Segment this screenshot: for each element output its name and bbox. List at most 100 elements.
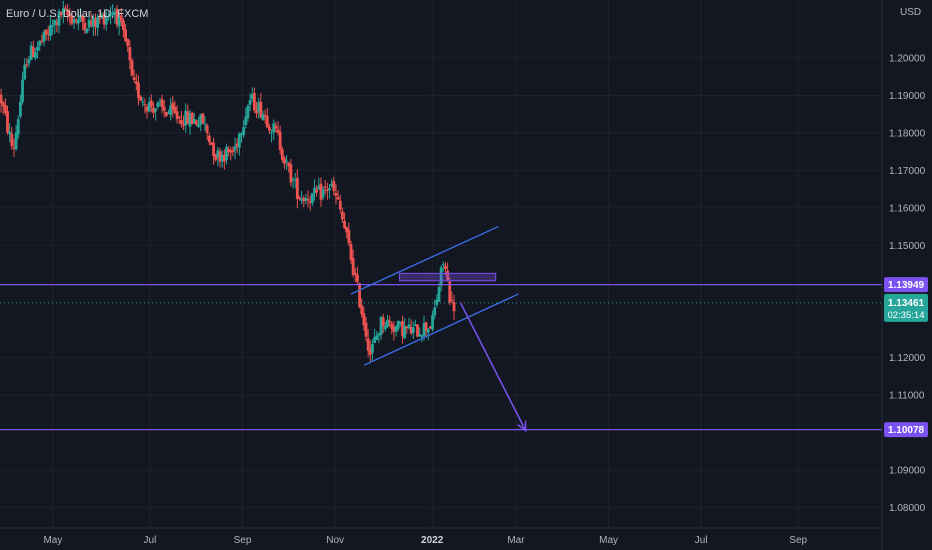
- y-tick-label: 1.12000: [889, 353, 926, 364]
- candle-body: [117, 16, 121, 27]
- y-tick-label: 1.17000: [889, 166, 926, 177]
- candle-body: [61, 8, 65, 14]
- candle-body: [139, 96, 143, 101]
- currency-label[interactable]: USD: [900, 7, 921, 18]
- candle-body: [192, 119, 196, 124]
- candle-body: [36, 46, 39, 51]
- candle-layer: [0, 0, 456, 363]
- candle-body: [368, 348, 372, 355]
- candle-body: [250, 94, 254, 99]
- candle-body: [358, 283, 361, 308]
- candle-body: [70, 15, 74, 24]
- candle-body: [158, 101, 162, 103]
- candle-body: [259, 101, 263, 118]
- candle-body: [379, 316, 383, 335]
- candle-body: [422, 323, 426, 337]
- candle-body: [205, 125, 209, 133]
- candle-body: [386, 319, 389, 327]
- candle-body: [375, 335, 379, 341]
- drawing-layer[interactable]: [0, 225, 882, 433]
- candle-body: [8, 131, 12, 135]
- candle-body: [197, 124, 200, 127]
- candle-body: [44, 29, 48, 35]
- candle-body: [418, 334, 422, 337]
- candle-body: [143, 104, 147, 106]
- candle-body: [252, 93, 256, 111]
- candle-body: [450, 300, 454, 302]
- y-tick-label: 1.09000: [889, 465, 926, 476]
- channel-trendline[interactable]: [363, 293, 519, 366]
- candle-body: [242, 127, 246, 136]
- candle-body: [34, 52, 37, 59]
- candle-body: [287, 162, 291, 167]
- candle-body: [336, 197, 340, 200]
- candle-body: [216, 150, 220, 158]
- candle-body: [3, 105, 7, 113]
- candle-body: [231, 149, 235, 153]
- candle-body: [21, 79, 24, 102]
- candle-body: [444, 265, 447, 270]
- price-line-label: 1.13949: [888, 280, 925, 291]
- candle-body: [349, 243, 353, 260]
- candle-body: [388, 321, 392, 323]
- candle-body: [126, 38, 130, 46]
- candle-body: [31, 46, 35, 57]
- candle-body: [29, 45, 33, 60]
- x-tick-label: Jul: [695, 535, 708, 546]
- candle-body: [68, 14, 72, 17]
- candle-body: [162, 106, 166, 111]
- candle-body: [154, 108, 158, 112]
- symbol-title[interactable]: Euro / U.S. Dollar, 1D, FXCM: [6, 8, 148, 20]
- candle-body: [85, 28, 89, 33]
- candle-body: [152, 107, 155, 113]
- candle-body: [321, 189, 325, 198]
- candle-body: [300, 199, 304, 201]
- candle-body: [16, 119, 20, 135]
- candle-body: [413, 324, 417, 327]
- candle-body: [373, 337, 377, 344]
- candle-body: [401, 320, 404, 337]
- projection-arrow-head: [517, 420, 527, 433]
- candle-body: [83, 22, 87, 31]
- candle-body: [394, 326, 398, 332]
- candle-body: [57, 11, 61, 26]
- candle-body: [156, 103, 160, 107]
- channel-trendline[interactable]: [350, 225, 499, 295]
- candle-body: [173, 106, 177, 113]
- candle-body: [182, 124, 185, 126]
- candle-body: [313, 187, 316, 193]
- candle-body: [298, 197, 301, 200]
- candle-body: [285, 160, 288, 163]
- candle-body: [293, 179, 297, 181]
- resistance-zone[interactable]: [399, 272, 497, 282]
- projection-arrow-line[interactable]: [459, 302, 527, 431]
- x-tick-label: May: [599, 535, 618, 546]
- candle-body: [306, 199, 310, 201]
- x-tick-label: 2022: [421, 535, 444, 546]
- candle-body: [87, 19, 91, 28]
- candle-body: [40, 40, 44, 42]
- candle-body: [319, 183, 323, 200]
- candle-body: [59, 11, 63, 16]
- candle-body: [289, 164, 293, 183]
- candle-body: [371, 344, 374, 353]
- candle-body: [351, 258, 355, 276]
- candle-body: [225, 146, 228, 161]
- x-tick-label: May: [43, 535, 62, 546]
- candle-body: [79, 15, 82, 20]
- candle-body: [111, 12, 115, 15]
- candle-body: [235, 143, 239, 147]
- candle-body: [49, 24, 52, 36]
- candle-body: [18, 101, 22, 117]
- candle-body: [332, 181, 336, 191]
- candle-body: [207, 135, 211, 143]
- candle-body: [347, 229, 351, 244]
- candle-body: [214, 154, 218, 160]
- candle-body: [390, 323, 394, 329]
- candle-body: [124, 29, 127, 42]
- candle-body: [383, 326, 387, 330]
- candle-body: [23, 64, 27, 80]
- candle-body: [220, 154, 224, 162]
